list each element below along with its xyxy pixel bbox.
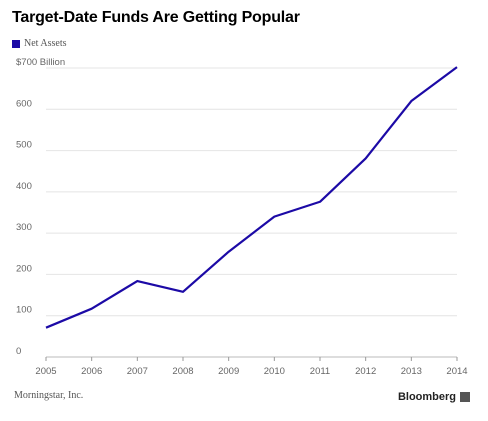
brand: Bloomberg bbox=[398, 391, 470, 403]
x-tick-label: 2014 bbox=[446, 366, 467, 377]
source-note: Morningstar, Inc. bbox=[14, 390, 84, 401]
y-tick-label: 500 bbox=[16, 140, 32, 151]
x-tick-label: 2011 bbox=[310, 366, 330, 377]
y-tick-label: 200 bbox=[16, 263, 32, 274]
y-tick-label: 0 bbox=[16, 346, 21, 357]
x-tick-label: 2013 bbox=[401, 366, 422, 377]
y-tick-label: 600 bbox=[16, 98, 32, 109]
legend-swatch bbox=[12, 39, 20, 48]
legend-label: Net Assets bbox=[24, 38, 67, 49]
chart-title: Target-Date Funds Are Getting Popular bbox=[12, 9, 300, 26]
legend: Net Assets bbox=[12, 38, 67, 49]
x-tick-label: 2007 bbox=[127, 366, 148, 377]
x-tick-label: 2010 bbox=[264, 366, 285, 377]
y-tick-label: $700 Billion bbox=[16, 57, 65, 68]
bloomberg-logo-icon bbox=[460, 392, 470, 402]
series-line-net-assets bbox=[45, 66, 458, 329]
y-tick-label: 300 bbox=[16, 222, 32, 233]
x-tick-label: 2005 bbox=[35, 366, 56, 377]
x-tick-label: 2012 bbox=[355, 366, 376, 377]
y-tick-label: 100 bbox=[16, 305, 32, 316]
x-tick-label: 2006 bbox=[81, 366, 102, 377]
brand-name: Bloomberg bbox=[397, 391, 456, 403]
x-tick-label: 2009 bbox=[218, 366, 239, 377]
x-tick-label: 2008 bbox=[172, 366, 193, 377]
y-tick-label: 400 bbox=[16, 181, 32, 192]
